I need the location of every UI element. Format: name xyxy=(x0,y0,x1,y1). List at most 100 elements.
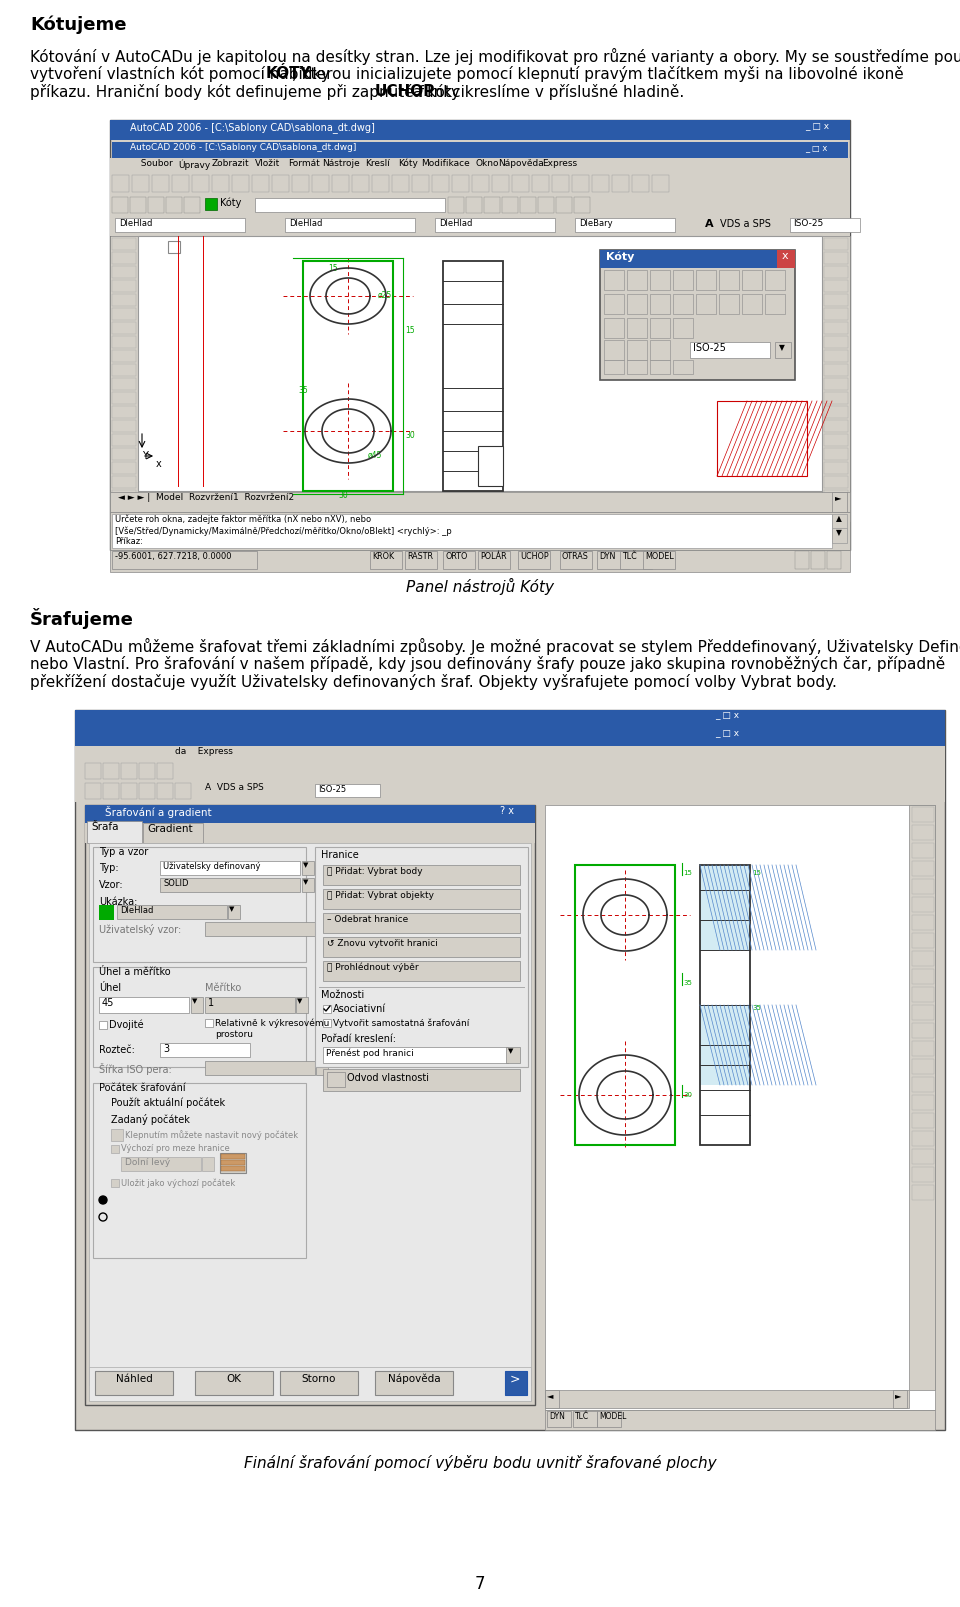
Bar xyxy=(112,407,136,418)
Bar xyxy=(172,175,189,191)
Text: nebo Vlastní. Pro šrafování v našem případě, kdy jsou definovány šrafy pouze jak: nebo Vlastní. Pro šrafování v našem příp… xyxy=(30,656,946,672)
Text: Šířka ISO pera:: Šířka ISO pera: xyxy=(99,1062,172,1075)
Bar xyxy=(85,823,535,844)
Bar xyxy=(405,551,437,569)
Bar xyxy=(112,514,832,548)
Bar xyxy=(912,1024,934,1038)
Bar xyxy=(765,294,785,313)
Bar xyxy=(484,198,500,214)
Text: Storno: Storno xyxy=(301,1374,336,1384)
Text: A: A xyxy=(705,219,713,230)
Bar xyxy=(110,121,850,550)
Text: Rozteč:: Rozteč: xyxy=(99,1045,134,1056)
Text: ◄: ◄ xyxy=(547,1392,554,1400)
Bar xyxy=(824,461,848,474)
Text: AutoCAD 2006 - [C:\Sablony CAD\sablona_dt.dwg]: AutoCAD 2006 - [C:\Sablony CAD\sablona_d… xyxy=(130,143,356,153)
Text: Uživatelský vzor:: Uživatelský vzor: xyxy=(99,924,181,935)
Text: VDS a SPS: VDS a SPS xyxy=(720,219,771,230)
Bar xyxy=(443,260,503,492)
Text: Ukázka:: Ukázka: xyxy=(99,897,137,906)
Bar xyxy=(600,251,795,379)
Bar xyxy=(75,728,945,746)
Bar xyxy=(412,175,429,191)
Text: Uložit jako výchozí počátek: Uložit jako výchozí počátek xyxy=(121,1178,235,1188)
Bar xyxy=(696,294,716,313)
Bar xyxy=(168,241,180,252)
Bar xyxy=(160,861,300,874)
Text: vytvoření vlastních kót pomocí nabídky: vytvoření vlastních kót pomocí nabídky xyxy=(30,66,335,82)
Bar xyxy=(832,514,847,529)
Bar xyxy=(121,763,137,779)
Text: KÓTY: KÓTY xyxy=(266,66,312,80)
Bar xyxy=(824,336,848,349)
Text: Úhel a měřítko: Úhel a měřítko xyxy=(99,967,171,977)
Bar xyxy=(673,270,693,289)
Text: ►: ► xyxy=(835,493,842,501)
Bar xyxy=(690,342,770,358)
Text: ▼: ▼ xyxy=(192,998,198,1004)
Bar xyxy=(717,402,807,476)
Bar xyxy=(85,805,535,823)
Bar xyxy=(139,763,155,779)
Text: x: x xyxy=(782,251,788,260)
Bar xyxy=(175,783,191,799)
Bar xyxy=(673,360,693,374)
Text: DleHlad: DleHlad xyxy=(119,219,153,228)
Text: Modifikace: Modifikace xyxy=(421,159,470,169)
Text: Gradient: Gradient xyxy=(147,824,193,834)
Bar xyxy=(824,294,848,305)
Text: ▼: ▼ xyxy=(303,879,308,885)
Bar xyxy=(832,529,847,543)
Bar xyxy=(372,175,389,191)
Text: Vložit: Vložit xyxy=(255,159,280,169)
Text: TLČ: TLČ xyxy=(575,1413,589,1421)
Bar xyxy=(93,967,306,1067)
Text: _ □ x: _ □ x xyxy=(715,730,739,738)
Text: Nápověda: Nápověda xyxy=(388,1374,441,1384)
Text: Zadaný počátek: Zadaný počátek xyxy=(111,1114,190,1125)
Bar xyxy=(111,1180,119,1188)
Bar xyxy=(795,551,809,569)
Bar xyxy=(191,996,203,1012)
Bar xyxy=(520,198,536,214)
Bar xyxy=(221,1160,245,1165)
Bar xyxy=(232,175,249,191)
Text: DleHlad: DleHlad xyxy=(120,906,154,914)
Bar xyxy=(302,861,314,874)
Bar xyxy=(112,378,136,391)
Text: Klepnutím můžete nastavit nový počátek: Klepnutím můžete nastavit nový počátek xyxy=(125,1130,299,1139)
Bar xyxy=(824,419,848,432)
Text: příkazu. Hraniční body kót definujeme při zapnuté funkci: příkazu. Hraniční body kót definujeme př… xyxy=(30,84,469,100)
Bar xyxy=(604,294,624,313)
Text: DYN: DYN xyxy=(549,1413,564,1421)
Bar xyxy=(612,175,629,191)
Bar xyxy=(332,175,349,191)
Bar xyxy=(506,1048,520,1062)
Bar xyxy=(280,1371,358,1395)
Bar xyxy=(93,847,306,963)
Bar xyxy=(742,294,762,313)
Bar xyxy=(650,341,670,360)
Bar xyxy=(452,175,469,191)
Bar xyxy=(627,360,647,374)
Bar xyxy=(252,175,269,191)
Text: RASTR: RASTR xyxy=(407,551,433,561)
Bar xyxy=(912,914,934,930)
Bar xyxy=(627,341,647,360)
Bar xyxy=(121,783,137,799)
Text: ►: ► xyxy=(895,1392,901,1400)
Text: ▼: ▼ xyxy=(303,861,308,868)
Text: 15: 15 xyxy=(752,869,761,876)
Text: ▼: ▼ xyxy=(779,342,785,352)
Bar xyxy=(112,461,136,474)
Text: 35: 35 xyxy=(298,386,308,395)
Text: ▼: ▼ xyxy=(836,529,842,537)
Bar xyxy=(824,378,848,391)
Bar xyxy=(112,490,136,501)
Text: Kótování v AutoCADu je kapitolou na desítky stran. Lze jej modifikovat pro různé: Kótování v AutoCADu je kapitolou na desí… xyxy=(30,48,960,64)
Bar xyxy=(205,1019,213,1027)
Bar xyxy=(492,175,509,191)
Text: Vzor:: Vzor: xyxy=(99,881,124,890)
Bar xyxy=(112,175,129,191)
Bar xyxy=(650,318,670,337)
